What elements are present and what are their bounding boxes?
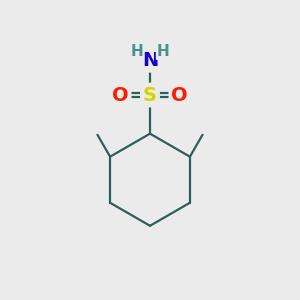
Text: N: N: [142, 51, 158, 70]
Text: S: S: [143, 85, 157, 104]
Text: H: H: [130, 44, 143, 59]
Text: O: O: [171, 85, 188, 104]
Text: H: H: [157, 44, 170, 59]
Text: O: O: [112, 85, 129, 104]
